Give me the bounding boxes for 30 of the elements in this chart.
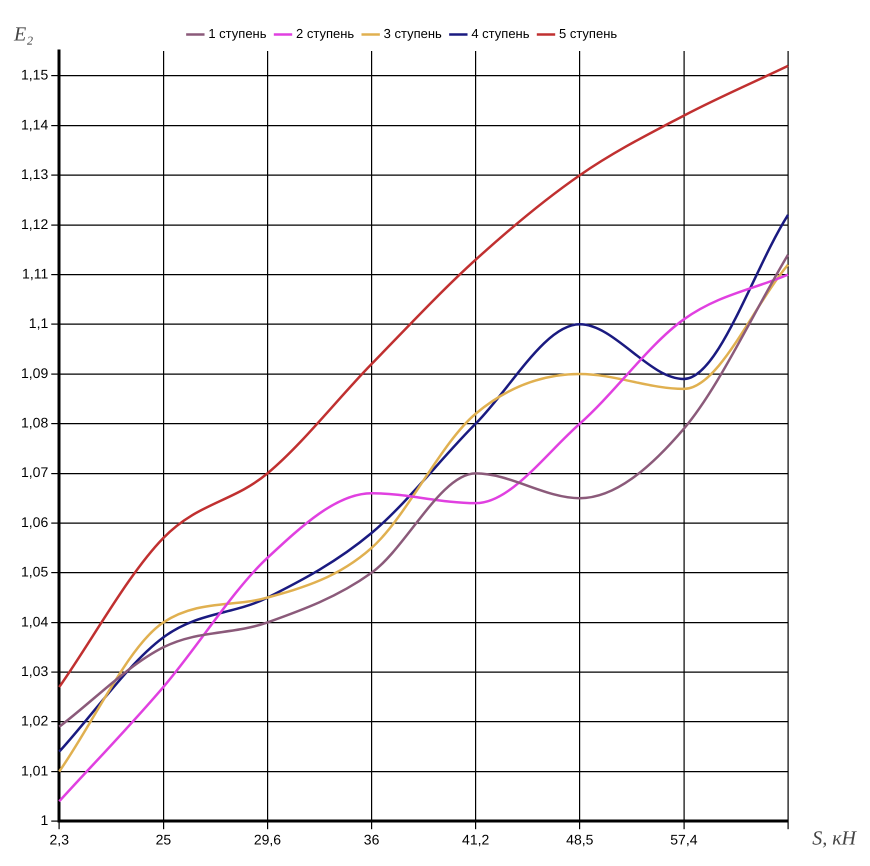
- legend-label: 3 ступень: [384, 26, 442, 42]
- y-tick-label: 1,04: [21, 613, 48, 630]
- legend-label: 5 ступень: [558, 26, 618, 42]
- x-tick-label: 36: [364, 831, 380, 848]
- x-tick-label: 48,5: [566, 831, 594, 848]
- y-tick-label: 1,14: [21, 116, 48, 132]
- y-tick-label: 1,11: [22, 265, 48, 282]
- y-tick-label: 1,06: [21, 514, 48, 530]
- x-tick-label: 29,6: [254, 831, 282, 848]
- y-tick-label: 1,12: [21, 216, 48, 232]
- x-axis-title: S, кН: [812, 827, 858, 850]
- y-tick-label: 1,1: [28, 315, 48, 332]
- y-tick-label: 1,02: [21, 712, 48, 729]
- y-axis-title: E₂: [13, 23, 34, 46]
- y-tick-label: 1,07: [21, 464, 48, 480]
- legend-label: 1 ступень: [208, 26, 267, 42]
- x-tick-label: 25: [156, 831, 172, 848]
- y-tick-label: 1,13: [21, 166, 48, 182]
- y-tick-label: 1,09: [21, 364, 48, 381]
- y-tick-label: 1,05: [21, 564, 48, 580]
- y-tick-label: 1,08: [21, 414, 48, 431]
- legend-label: 4 ступень: [471, 26, 530, 42]
- x-tick-label: 57,4: [670, 831, 698, 848]
- x-tick-label: 41,2: [462, 831, 490, 848]
- x-tick-label: 2,3: [50, 831, 70, 848]
- y-tick-label: 1,03: [21, 662, 48, 679]
- y-tick-label: 1,15: [21, 66, 48, 83]
- y-tick-label: 1,01: [21, 762, 48, 778]
- legend-label: 2 ступень: [296, 26, 354, 42]
- y-tick-label: 1: [40, 812, 48, 828]
